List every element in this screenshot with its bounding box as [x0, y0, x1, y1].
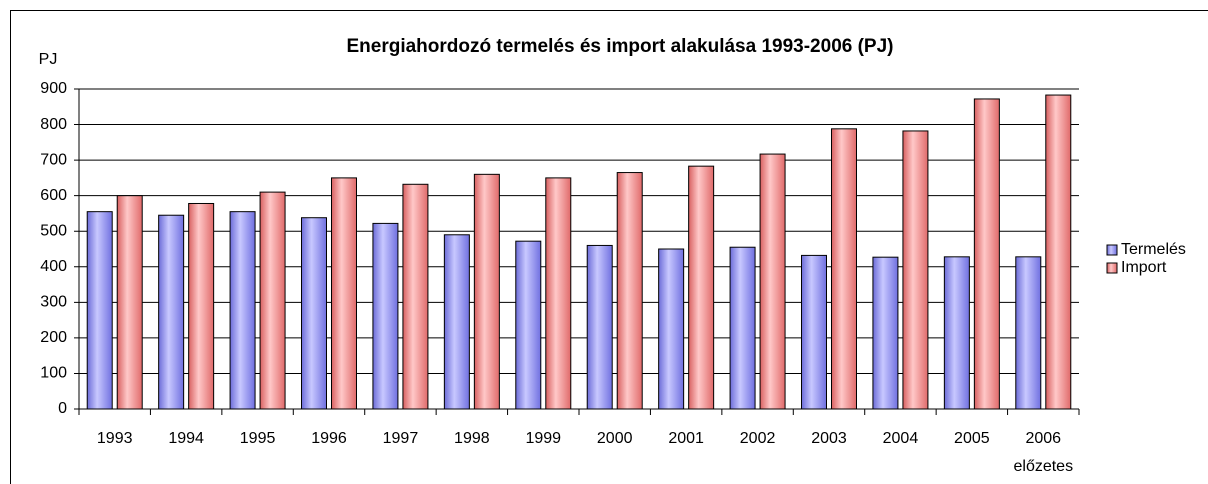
bar	[259, 191, 286, 410]
bar	[973, 98, 1000, 410]
bar	[86, 211, 113, 410]
y-tick-label: 200	[40, 329, 67, 346]
x-tick-label: 1999	[525, 430, 561, 447]
x-tick-label: 1997	[383, 430, 419, 447]
x-tick-label: 2002	[740, 430, 776, 447]
x-tick-label: 2005	[954, 430, 990, 447]
legend-label: Import	[1121, 259, 1167, 276]
x-tick-label: 1998	[454, 430, 490, 447]
bar	[188, 202, 215, 410]
bar	[116, 195, 143, 410]
bar	[872, 256, 899, 410]
y-tick-label: 700	[40, 151, 67, 168]
annotation: előzetes	[1013, 458, 1073, 475]
y-axis-label: PJ	[39, 51, 58, 68]
bar	[902, 130, 929, 410]
bar	[229, 211, 256, 410]
bar	[301, 217, 327, 410]
bar	[688, 165, 715, 410]
frame	[10, 10, 1208, 484]
x-tick-label: 1993	[97, 430, 133, 447]
x-tick-label: 2006	[1025, 430, 1061, 447]
bar	[943, 256, 970, 410]
bar	[801, 254, 827, 410]
bar	[473, 173, 500, 410]
bar	[729, 246, 756, 410]
y-tick-label: 0	[58, 400, 67, 417]
bar	[658, 248, 685, 410]
y-tick-label: 800	[40, 116, 67, 133]
bar	[515, 240, 542, 410]
y-tick-label: 600	[40, 187, 67, 204]
y-tick-label: 300	[40, 294, 67, 311]
x-tick-label: 2004	[883, 430, 919, 447]
bar	[759, 153, 786, 410]
bar	[586, 244, 613, 410]
bar	[1015, 256, 1042, 410]
bar	[331, 177, 357, 410]
bar	[158, 214, 185, 410]
bar	[545, 177, 572, 410]
x-tick-label: 1996	[311, 430, 347, 447]
x-tick-label: 1995	[240, 430, 276, 447]
bar	[616, 172, 643, 410]
bar	[372, 222, 399, 410]
y-tick-label: 500	[40, 222, 67, 239]
y-tick-label: 100	[40, 365, 67, 382]
legend-swatch	[1106, 244, 1118, 256]
legend-swatch	[1106, 262, 1118, 274]
bar	[831, 128, 857, 410]
x-tick-label: 2001	[668, 430, 704, 447]
y-tick-label: 400	[40, 258, 67, 275]
chart-title: Energiahordozó termelés és import alakul…	[346, 36, 893, 57]
x-tick-label: 2000	[597, 430, 633, 447]
bar	[443, 234, 470, 410]
legend-label: Termelés	[1121, 241, 1186, 258]
y-tick-label: 900	[40, 80, 67, 97]
x-tick-label: 1994	[168, 430, 204, 447]
bar	[1045, 94, 1072, 410]
x-tick-label: 2003	[811, 430, 847, 447]
bar	[402, 183, 429, 410]
